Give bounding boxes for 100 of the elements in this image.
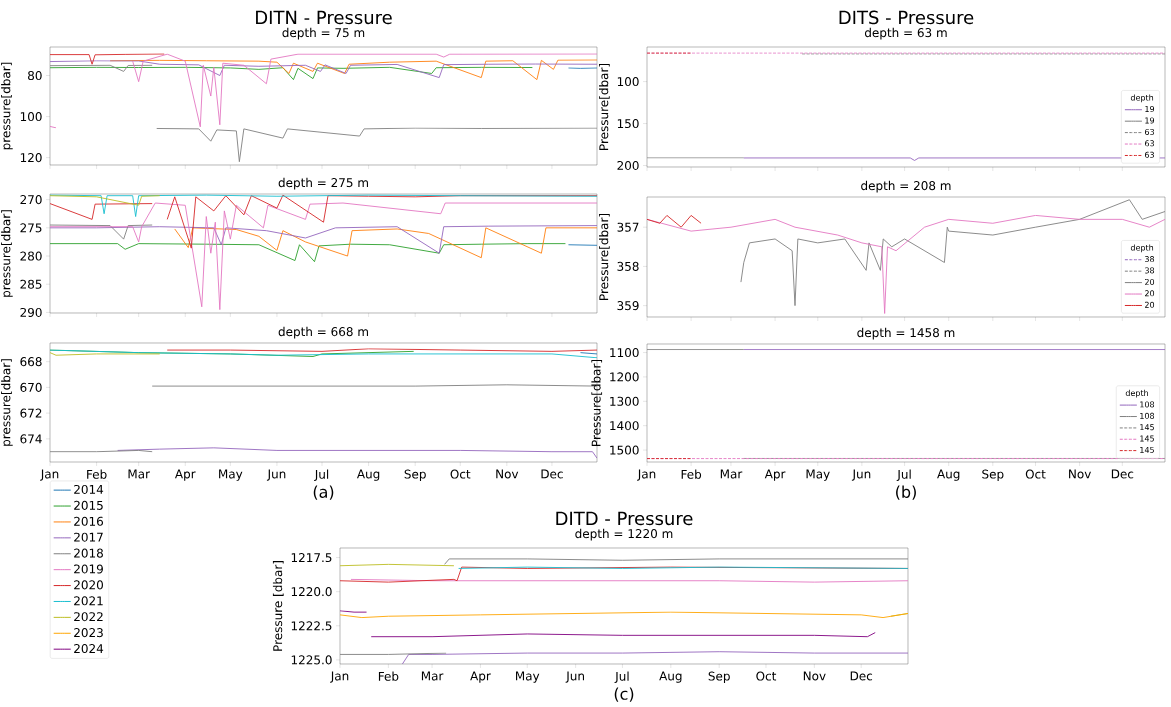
x-tick-label: May <box>219 469 243 481</box>
x-tick-label: Jun <box>851 469 871 481</box>
y-tick-label: 1500 <box>610 445 639 455</box>
x-tick-label: Dec <box>541 469 563 479</box>
x-tick-label: Jun <box>565 671 584 683</box>
y-tick-label: 358 <box>617 261 639 271</box>
text: (c) <box>614 687 634 702</box>
x-tick-label: May <box>516 671 540 683</box>
x-tick-label: Apr <box>470 671 491 683</box>
x-tick-label: Apr <box>764 469 786 481</box>
legend-title: depth <box>1130 244 1154 253</box>
chart-title: depth = 208 m <box>861 180 951 193</box>
x-tick-label: Jun <box>266 469 286 481</box>
chart-title: DITS - Pressure <box>839 10 974 25</box>
legend-label: 20 <box>1145 301 1155 308</box>
y-tick-label: 275 <box>20 223 42 233</box>
y-tick-label: 672 <box>20 408 42 418</box>
legend-title: depth <box>1125 389 1148 398</box>
x-tick-label: Mar <box>421 671 444 681</box>
text: 2020 <box>74 580 103 590</box>
x-tick-label: Jul <box>614 671 629 684</box>
y-tick-label: 1222.5 <box>291 621 332 631</box>
chart-title: DITN - Pressure <box>256 10 392 25</box>
y-tick-label: 1220.0 <box>291 587 332 597</box>
x-tick-label: Feb <box>378 671 399 681</box>
x-tick-label: Sep <box>708 671 730 683</box>
chart-subtitle: depth = 75 m <box>282 27 365 40</box>
chart-title: DITD - Pressure <box>556 511 693 526</box>
x-tick-label: Nov <box>1069 469 1091 479</box>
y-tick-label: 674 <box>20 434 42 444</box>
chart-title: depth = 668 m <box>278 326 368 339</box>
x-tick-label: Oct <box>450 469 471 479</box>
legend-label: 145 <box>1140 446 1154 453</box>
y-tick-label: 80 <box>28 70 42 81</box>
y-tick-label: 100 <box>20 112 42 122</box>
y-axis-title: Pressure[dbar] <box>599 63 610 150</box>
text: 2015 <box>74 500 103 510</box>
x-tick-label: May <box>806 469 830 481</box>
x-tick-label: Nov <box>496 469 519 479</box>
x-tick-label: Dec <box>1111 469 1134 479</box>
legend-label: 19 <box>1145 106 1155 113</box>
legend-label: 63 <box>1145 151 1154 158</box>
text: 2016 <box>74 516 104 526</box>
legend-label: 63 <box>1145 128 1154 135</box>
x-tick-label: Jul <box>896 469 911 482</box>
chart-subtitle: depth = 1220 m <box>575 528 673 541</box>
text: (b) <box>896 485 916 500</box>
x-tick-label: Aug <box>937 469 960 481</box>
legend-label: 38 <box>1145 267 1155 274</box>
y-tick-label: 200 <box>617 160 639 171</box>
x-tick-label: Apr <box>174 469 196 481</box>
y-tick-label: 668 <box>20 357 42 367</box>
legend-label: 63 <box>1145 140 1154 147</box>
legend-label: 108 <box>1140 412 1155 419</box>
legend-label: 145 <box>1140 435 1154 442</box>
chart-title: depth = 275 m <box>278 177 368 190</box>
y-tick-label: 120 <box>20 153 42 163</box>
y-tick-label: 280 <box>20 251 42 261</box>
x-tick-label: Aug <box>659 671 682 683</box>
x-tick-label: Aug <box>356 469 380 481</box>
legend-label: 38 <box>1145 256 1155 263</box>
y-tick-label: 1225.0 <box>291 655 332 665</box>
y-axis-title: pressure[dbar] <box>1 359 13 446</box>
chart-title: depth = 1458 m <box>857 327 955 340</box>
x-tick-label: Nov <box>803 671 826 681</box>
x-tick-label: Sep <box>404 469 426 481</box>
x-tick-label: Mar <box>128 469 150 479</box>
text: (a) <box>313 485 334 500</box>
text: 2017 <box>74 532 103 542</box>
legend-label: 19 <box>1145 117 1155 124</box>
legend-label: 2023 <box>74 628 103 638</box>
x-tick-label: Oct <box>1025 469 1046 479</box>
y-tick-label: 290 <box>20 307 42 317</box>
y-tick-label: 359 <box>617 301 639 311</box>
y-tick-label: 1217.5 <box>291 553 332 563</box>
x-tick-label: Jul <box>314 469 329 482</box>
y-tick-label: 1400 <box>610 421 639 431</box>
y-axis-title: Pressure[dbar] <box>591 359 603 446</box>
text: 2019 <box>74 564 103 574</box>
y-tick-label: 100 <box>617 77 639 87</box>
legend-label: 145 <box>1140 424 1154 431</box>
y-axis-title: pressure[dbar] <box>1 210 13 297</box>
y-tick-label: 670 <box>20 382 42 392</box>
y-tick-label: 1200 <box>610 372 639 382</box>
text: 2022 <box>74 612 103 622</box>
x-tick-label: Feb <box>681 469 702 479</box>
legend-label: 108 <box>1140 401 1155 408</box>
y-tick-label: 270 <box>20 195 42 205</box>
x-tick-label: Oct <box>756 671 777 681</box>
chart-subtitle: depth = 63 m <box>864 27 947 40</box>
y-axis-title: Pressure [dbar] <box>272 561 284 651</box>
x-tick-label: Dec <box>850 671 873 681</box>
x-tick-label: Mar <box>720 469 743 479</box>
y-axis-title: Pressure[dbar] <box>599 213 610 300</box>
legend-label: 20 <box>1145 278 1155 285</box>
legend-label: 20 <box>1145 290 1155 297</box>
legend-title: depth <box>1130 94 1154 103</box>
x-tick-label: Feb <box>87 469 107 479</box>
legend-label: 2024 <box>74 643 104 654</box>
y-tick-label: 1100 <box>610 347 639 358</box>
